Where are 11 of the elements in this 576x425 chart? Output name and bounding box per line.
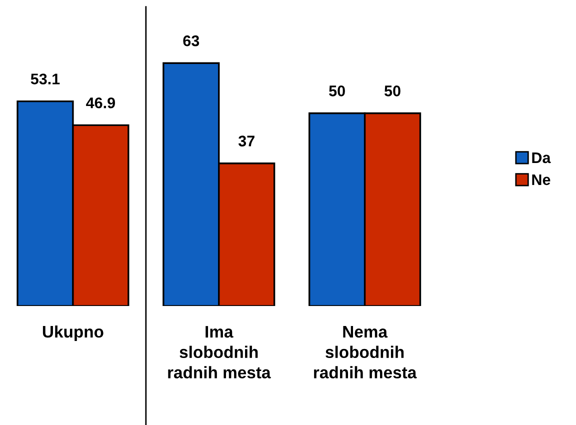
data-label: 63	[183, 35, 200, 46]
data-label: 53.1	[30, 74, 60, 84]
x-tick-label: Ima slobodnih radnih mesta	[168, 326, 271, 378]
x-tick-label: Nema slobodnih radnih mesta	[314, 326, 417, 378]
legend-label: Da	[532, 152, 551, 164]
data-label: 46.9	[86, 97, 115, 108]
data-label: 50	[384, 86, 400, 96]
x-tick-label: Ukupno	[42, 325, 104, 341]
data-label: 37	[238, 136, 254, 146]
legend-label: Ne	[532, 174, 550, 186]
data-label: 50	[329, 86, 345, 96]
